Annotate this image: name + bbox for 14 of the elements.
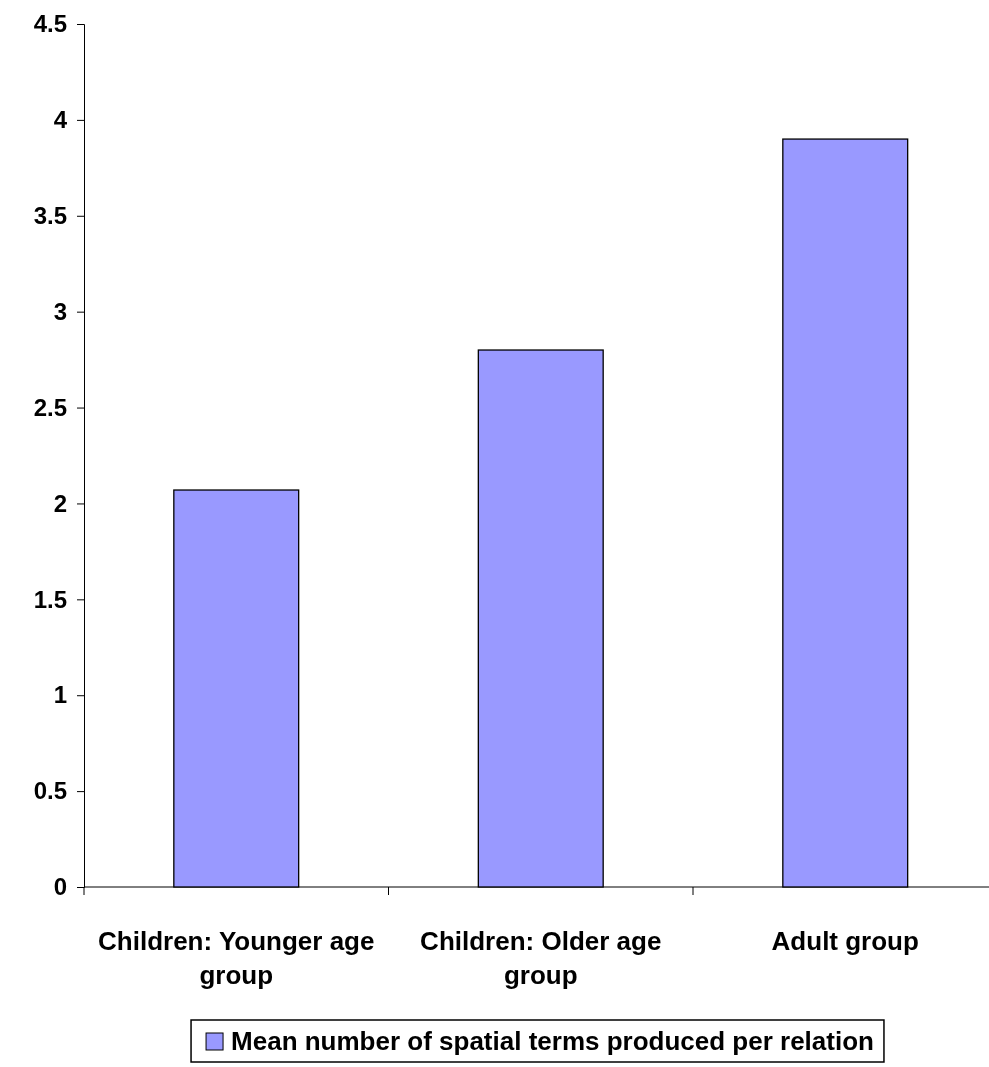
y-tick-label: 4	[53, 106, 68, 134]
x-tick-label: Children: Younger age group	[98, 926, 375, 990]
legend-label: Mean number of spatial terms produced per relation	[231, 1026, 874, 1056]
y-tick-label: 1.5	[33, 585, 67, 613]
y-tick-label: 2	[53, 489, 67, 517]
y-tick-label: 4.5	[33, 10, 67, 38]
y-tick-label: 3	[53, 297, 67, 325]
y-tick-label: 1	[53, 681, 67, 709]
x-tick-label: Children: Older age group	[420, 926, 662, 990]
x-tick-label: Adult group	[771, 926, 919, 956]
y-tick-label: 3.5	[33, 201, 67, 229]
y-tick-label: 0	[53, 873, 67, 901]
y-tick-label: 2.5	[33, 393, 67, 421]
y-tick-label: 0.5	[33, 777, 67, 805]
